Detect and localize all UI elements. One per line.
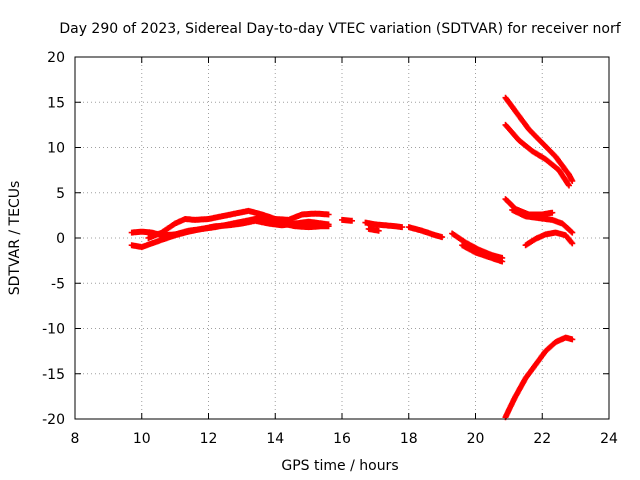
y-tick-label: 0 <box>56 231 65 247</box>
series-track-9 <box>502 94 576 184</box>
series-markers-4 <box>362 219 406 231</box>
x-axis-label: GPS time / hours <box>281 458 398 474</box>
y-tick-label: -15 <box>42 367 65 383</box>
series-markers-5 <box>365 225 382 234</box>
x-tick-label: 12 <box>200 431 218 447</box>
series-track-8 <box>459 242 506 265</box>
y-tick-label: 10 <box>47 141 65 157</box>
y-tick-label: 15 <box>47 95 65 111</box>
x-axis-ticks: 8 10 12 14 16 18 20 22 24 <box>71 57 618 447</box>
series-markers-10 <box>502 121 572 189</box>
series-track-12 <box>509 206 576 236</box>
chart-title: Day 290 of 2023, Sidereal Day-to-day VTE… <box>59 21 621 37</box>
series-track-6 <box>405 224 446 241</box>
series-track-7 <box>449 230 506 261</box>
y-tick-label: -20 <box>42 412 65 428</box>
series-markers-1 <box>128 217 332 251</box>
series-markers-2 <box>145 207 332 241</box>
series-markers-8 <box>459 242 506 265</box>
series-markers-7 <box>449 230 506 261</box>
series-track-5 <box>365 225 382 234</box>
series-track-3 <box>339 216 355 224</box>
y-tick-label: -5 <box>51 276 65 292</box>
series-markers-14 <box>502 334 576 421</box>
series-markers-6 <box>405 224 446 241</box>
x-tick-label: 22 <box>533 431 551 447</box>
series-markers-3 <box>339 216 355 224</box>
data-series <box>128 94 576 421</box>
y-tick-label: -10 <box>42 322 65 338</box>
series-track-14 <box>502 334 576 421</box>
x-tick-label: 8 <box>71 431 80 447</box>
x-tick-label: 18 <box>400 431 418 447</box>
series-track-13 <box>522 229 576 249</box>
x-tick-label: 16 <box>333 431 351 447</box>
series-track-10 <box>502 121 572 189</box>
x-tick-label: 14 <box>266 431 284 447</box>
series-markers-9 <box>502 94 576 184</box>
series-track-1 <box>128 217 332 251</box>
y-tick-label: 5 <box>56 186 65 202</box>
series-track-2 <box>145 207 332 241</box>
y-axis-label: SDTVAR / TECUs <box>7 181 23 296</box>
series-markers-12 <box>509 206 576 236</box>
y-tick-label: 20 <box>47 50 65 66</box>
series-track-4 <box>362 219 406 231</box>
x-tick-label: 24 <box>600 431 618 447</box>
y-axis-ticks: 20 15 10 5 0 -5 -10 -15 -20 <box>42 50 609 428</box>
series-markers-13 <box>522 229 576 249</box>
x-tick-label: 20 <box>467 431 485 447</box>
x-tick-label: 10 <box>133 431 151 447</box>
